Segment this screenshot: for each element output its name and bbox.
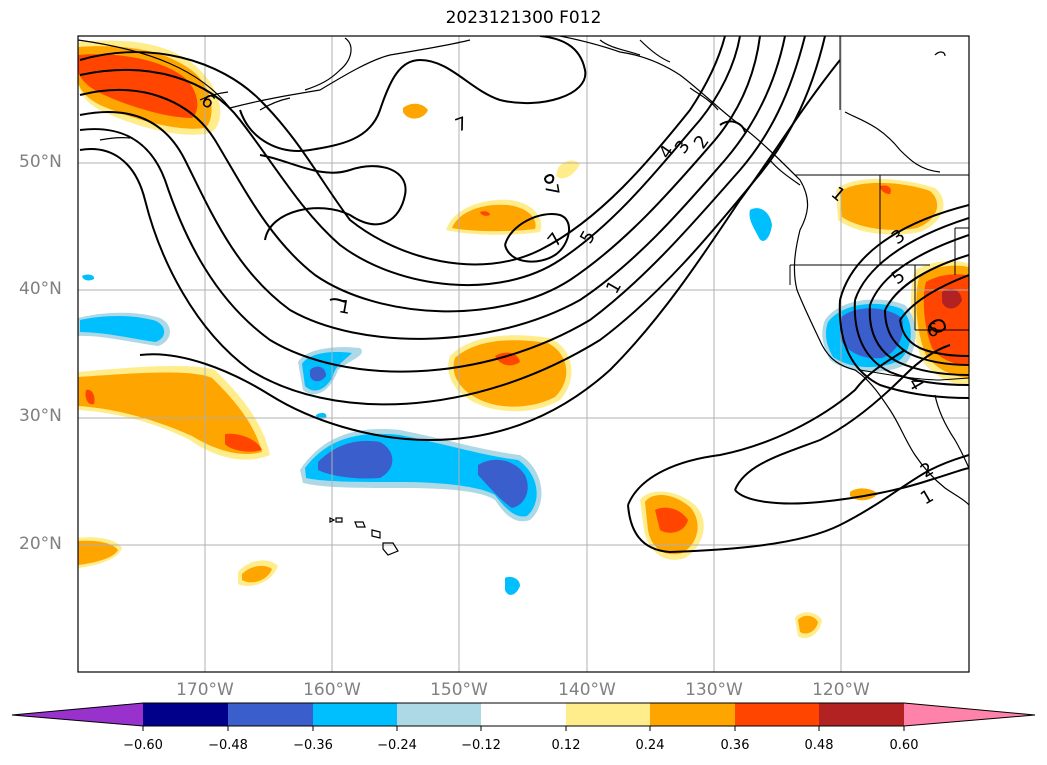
colorbar-extend-max: [904, 703, 1035, 726]
contour-label: 6: [925, 319, 940, 342]
islands: [329, 517, 399, 556]
coastlines: [78, 36, 969, 506]
colorbar-tick-label: −0.60: [123, 738, 163, 753]
latitude-label: 20°N: [19, 534, 62, 554]
colorbar-swatch: [650, 703, 735, 726]
longitude-label: 120°W: [812, 680, 870, 700]
map-title: 2023121300 F012: [445, 8, 602, 28]
colorbar-swatch: [481, 703, 566, 726]
colorbar-tick-label: 0.12: [551, 738, 581, 753]
positive-anomaly-region-pacific-northwest: [836, 178, 944, 235]
longitude-label: 160°W: [303, 680, 361, 700]
longitude-label: 150°W: [430, 680, 488, 700]
colorbar-swatch: [228, 703, 313, 726]
colorbar-swatch: [819, 703, 904, 726]
contour-label: 7: [540, 182, 563, 197]
latitude-label: 30°N: [19, 406, 62, 426]
colorbar-tick-label: 0.48: [804, 738, 834, 753]
colorbar-swatch: [566, 703, 650, 726]
plot-border: [77, 35, 970, 673]
contour-label: 1: [337, 296, 352, 319]
longitude-label: 140°W: [558, 680, 616, 700]
colorbar-swatch: [735, 703, 819, 726]
positive-anomaly-region-central-pacific: [78, 366, 270, 460]
borders: [789, 36, 969, 381]
colorbar-tick-label: 0.24: [635, 738, 665, 753]
graticule: [78, 36, 969, 672]
longitude-label: 130°W: [685, 680, 743, 700]
longitude-label: 170°W: [176, 680, 234, 700]
negative-anomaly-region-subtropical-band: [300, 429, 542, 522]
colorbar: [11, 702, 1036, 731]
colorbar-swatch: [313, 703, 397, 726]
latitude-label: 40°N: [19, 279, 62, 299]
colorbar-extend-min: [12, 703, 143, 726]
latitude-label: 50°N: [19, 152, 62, 172]
colorbar-tick-label: −0.12: [461, 738, 501, 753]
contour-lines: [79, 36, 969, 554]
colorbar-swatch: [143, 703, 228, 726]
positive-anomaly-region-subtropical-east: [640, 491, 704, 560]
colorbar-tick-label: −0.24: [377, 738, 417, 753]
colorbar-tick-label: 0.36: [720, 738, 750, 753]
colorbar-tick-label: −0.36: [293, 738, 333, 753]
colorbar-tick-label: 0.60: [889, 738, 919, 753]
colorbar-swatch: [397, 703, 481, 726]
colorbar-tick-label: −0.48: [208, 738, 248, 753]
